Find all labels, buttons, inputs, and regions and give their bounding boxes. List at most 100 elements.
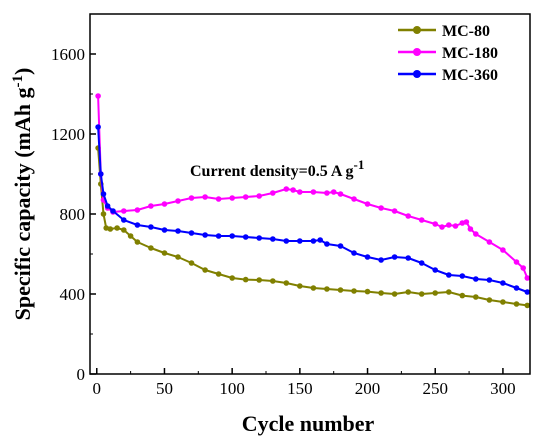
legend: MC-80 MC-180 MC-360 (398, 23, 498, 84)
data-point (405, 255, 412, 261)
data-point (127, 233, 134, 239)
data-point (330, 189, 337, 195)
data-point (283, 186, 290, 192)
y-axis-title: Specific capacity (mAh g-1) (10, 68, 35, 321)
x-tick-label: 150 (287, 379, 313, 398)
data-point (405, 213, 412, 219)
data-point (114, 225, 120, 231)
data-point (324, 190, 330, 196)
data-point (337, 191, 344, 197)
legend-item: MC-80 (398, 23, 490, 40)
data-point (405, 289, 412, 295)
data-point (98, 171, 104, 177)
data-point (520, 265, 526, 271)
series-line (97, 126, 528, 293)
data-point (378, 257, 384, 263)
data-point (310, 285, 317, 291)
data-point (486, 297, 493, 303)
data-point (242, 194, 249, 200)
x-axis-title: Cycle number (242, 411, 375, 436)
data-point (175, 254, 181, 260)
data-point (256, 277, 263, 283)
data-point (452, 223, 459, 229)
data-point (110, 208, 116, 214)
data-point (215, 233, 222, 239)
data-point (161, 250, 168, 256)
legend-marker (413, 26, 421, 34)
data-point (148, 224, 154, 230)
data-point (175, 198, 181, 204)
y-tick-label: 400 (60, 285, 86, 304)
series-mc-80 (95, 145, 531, 309)
data-point (202, 267, 208, 273)
data-point (446, 289, 452, 295)
data-point (283, 238, 290, 244)
data-point (121, 208, 127, 214)
legend-label: MC-180 (442, 45, 498, 62)
series-mc-360 (95, 124, 531, 295)
data-point (121, 217, 127, 223)
data-point (524, 275, 531, 281)
data-point (524, 289, 531, 295)
data-point (297, 283, 303, 289)
data-point (500, 247, 506, 253)
data-point (283, 280, 290, 286)
data-point (100, 191, 107, 197)
data-point (432, 267, 439, 273)
data-point (432, 290, 439, 296)
data-point (500, 299, 506, 305)
data-point (439, 224, 445, 230)
data-point (467, 226, 474, 232)
y-axis-title-main: Specific capacity (mAh g (10, 88, 35, 321)
data-point (324, 286, 330, 292)
legend-label: MC-80 (442, 23, 490, 40)
data-point (418, 217, 425, 223)
data-point (161, 227, 168, 233)
data-point (432, 221, 439, 227)
data-point (513, 285, 520, 291)
annotation-main: Current density=0.5 A g (190, 163, 354, 180)
data-point (95, 124, 101, 130)
data-point (107, 226, 114, 232)
data-point (337, 287, 344, 293)
data-point (202, 232, 208, 238)
data-point (100, 211, 107, 217)
y-tick-label: 0 (77, 365, 86, 384)
data-point (351, 196, 357, 202)
data-point (202, 194, 208, 200)
y-tick-label: 800 (60, 205, 86, 224)
data-point (297, 189, 303, 195)
data-point (161, 201, 168, 207)
data-point (317, 237, 324, 243)
legend-label: MC-360 (442, 67, 498, 84)
data-point (188, 260, 195, 266)
data-point (290, 187, 296, 193)
data-point (95, 93, 101, 99)
annotation-sup: -1 (354, 157, 365, 172)
data-point (391, 208, 398, 214)
data-point (391, 291, 398, 297)
data-point (418, 291, 425, 297)
data-point (270, 190, 276, 196)
data-point (337, 243, 344, 249)
y-axis-title-sup: -1 (10, 75, 26, 88)
data-point (242, 276, 249, 283)
data-point (188, 230, 195, 236)
legend-marker (413, 48, 421, 56)
data-point (473, 276, 479, 282)
data-point (446, 272, 452, 278)
data-point (391, 254, 398, 260)
plot-frame (89, 13, 531, 375)
data-point (242, 234, 249, 240)
x-tick-label: 200 (355, 379, 381, 398)
data-point (256, 235, 263, 241)
data-point (378, 205, 384, 211)
data-point (513, 301, 520, 307)
series-line (97, 95, 529, 279)
data-point (378, 290, 384, 296)
data-point (215, 196, 222, 202)
data-point (270, 236, 276, 242)
series-mc-180 (95, 93, 531, 281)
data-point (134, 207, 141, 213)
